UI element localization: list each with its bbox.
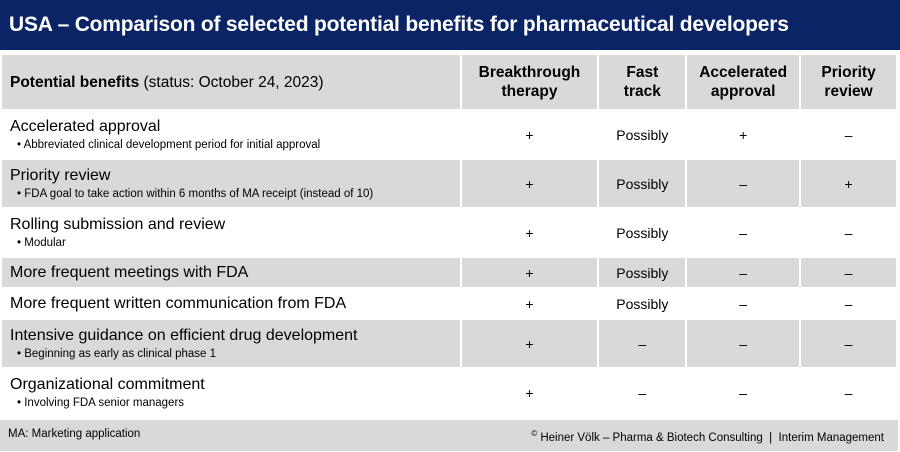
value-cell: – bbox=[799, 287, 898, 320]
benefit-label: More frequent meetings with FDA bbox=[10, 263, 249, 281]
benefit-detail: • FDA goal to take action within 6 month… bbox=[17, 187, 374, 200]
header-accelerated-approval: Accelerated approval bbox=[685, 53, 802, 111]
benefit-cell: Intensive guidance on efficient drug dev… bbox=[0, 318, 462, 369]
benefit-cell: Priority review • FDA goal to take action… bbox=[0, 158, 462, 209]
value-cell: + bbox=[459, 287, 600, 320]
benefit-cell: More frequent written communication from… bbox=[0, 287, 462, 320]
benefits-table: Potential benefits (status: October 24, … bbox=[0, 53, 898, 418]
value-cell: + bbox=[799, 158, 898, 209]
footnote: MA: Marketing application bbox=[8, 428, 141, 440]
benefit-cell: More frequent meetings with FDA bbox=[0, 256, 462, 289]
header-priority-review: Priority review bbox=[799, 53, 898, 111]
value-cell: + bbox=[459, 158, 600, 209]
benefit-detail: • Modular bbox=[17, 236, 66, 249]
header-fast-track: Fast track bbox=[597, 53, 688, 111]
copyright: © Heiner Völk – Pharma & Biotech Consult… bbox=[531, 429, 884, 444]
value-cell: – bbox=[685, 256, 802, 289]
value-cell: – bbox=[685, 367, 802, 418]
value-cell: Possibly bbox=[597, 256, 688, 289]
value-cell: – bbox=[799, 256, 898, 289]
benefit-detail: • Abbreviated clinical development perio… bbox=[17, 138, 321, 151]
value-cell: Possibly bbox=[597, 158, 688, 209]
benefit-label: Priority review bbox=[10, 166, 111, 184]
table-row: Rolling submission and review • Modular + P… bbox=[0, 207, 898, 258]
value-cell: – bbox=[685, 158, 802, 209]
value-cell: + bbox=[459, 109, 600, 160]
value-cell: – bbox=[685, 318, 802, 369]
value-cell: + bbox=[459, 318, 600, 369]
value-cell: – bbox=[799, 318, 898, 369]
benefit-detail: • Involving FDA senior managers bbox=[17, 396, 185, 409]
benefit-label: More frequent written communication from… bbox=[10, 294, 347, 312]
value-cell: – bbox=[799, 367, 898, 418]
value-cell: – bbox=[799, 109, 898, 160]
value-cell: + bbox=[685, 109, 802, 160]
page-title: USA – Comparison of selected potential b… bbox=[0, 0, 900, 50]
value-cell: – bbox=[597, 318, 688, 369]
value-cell: – bbox=[685, 287, 802, 320]
header-row: Potential benefits (status: October 24, … bbox=[0, 53, 898, 111]
value-cell: Possibly bbox=[597, 109, 688, 160]
benefit-detail: • Beginning as early as clinical phase 1 bbox=[17, 347, 217, 360]
header-potential-benefits: Potential benefits (status: October 24, … bbox=[0, 53, 462, 111]
table-row: Accelerated approval • Abbreviated clinic… bbox=[0, 109, 898, 160]
value-cell: – bbox=[597, 367, 688, 418]
value-cell: – bbox=[799, 207, 898, 258]
table-row: More frequent written communication from… bbox=[0, 287, 898, 320]
benefit-label: Rolling submission and review bbox=[10, 215, 226, 233]
benefit-label: Intensive guidance on efficient drug dev… bbox=[10, 326, 358, 344]
benefit-label: Organizational commitment bbox=[10, 375, 205, 393]
value-cell: Possibly bbox=[597, 287, 688, 320]
benefit-cell: Accelerated approval • Abbreviated clinic… bbox=[0, 109, 462, 160]
table-row: Organizational commitment • Involving FDA… bbox=[0, 367, 898, 418]
value-cell: + bbox=[459, 367, 600, 418]
value-cell: + bbox=[459, 256, 600, 289]
value-cell: + bbox=[459, 207, 600, 258]
table-row: More frequent meetings with FDA + Possibly… bbox=[0, 256, 898, 289]
value-cell: – bbox=[685, 207, 802, 258]
footer: MA: Marketing application © Heiner Völk … bbox=[0, 420, 898, 451]
value-cell: Possibly bbox=[597, 207, 688, 258]
benefit-cell: Rolling submission and review • Modular bbox=[0, 207, 462, 258]
benefit-label: Accelerated approval bbox=[10, 117, 161, 135]
header-breakthrough-therapy: Breakthrough therapy bbox=[459, 53, 600, 111]
table-row: Intensive guidance on efficient drug dev… bbox=[0, 318, 898, 369]
table-row: Priority review • FDA goal to take action… bbox=[0, 158, 898, 209]
benefit-cell: Organizational commitment • Involving FDA… bbox=[0, 367, 462, 418]
